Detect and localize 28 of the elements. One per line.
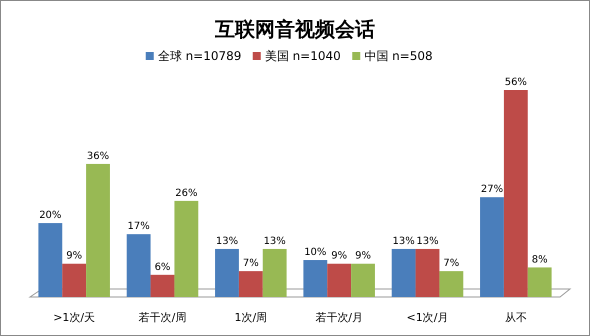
data-label: 10%	[304, 247, 326, 258]
legend-label: 美国 n=1040	[264, 49, 341, 63]
title: 互联网音视频会话	[215, 17, 375, 41]
legend-label: 中国 n=508	[364, 49, 433, 63]
data-label: 27%	[480, 184, 504, 196]
data-label: 7%	[443, 258, 460, 270]
data-label: 13%	[216, 236, 238, 247]
data-label: 20%	[39, 210, 62, 222]
data-label: 9%	[331, 250, 348, 262]
x-tick-label: 若干次/月	[315, 311, 364, 324]
data-label: 26%	[175, 188, 198, 199]
data-label: 13%	[264, 236, 286, 247]
data-label: 13%	[392, 236, 415, 247]
data-label: 56%	[504, 77, 527, 88]
x-tick-label: 若干次/周	[138, 311, 186, 324]
data-label: 17%	[128, 221, 150, 232]
data-label: 36%	[86, 150, 110, 162]
data-label: 6%	[154, 262, 170, 273]
legend-label: 全球 n=10789	[158, 49, 242, 63]
x-tick-label: 1次/周	[234, 311, 268, 324]
x-tick-label: 从不	[504, 311, 527, 324]
x-tick-label: <1次/月	[406, 311, 448, 324]
data-label: 8%	[532, 254, 548, 266]
data-label: 9%	[66, 250, 82, 262]
data-label: 7%	[242, 258, 259, 270]
data-label: 9%	[355, 250, 371, 262]
data-label: 13%	[416, 236, 439, 247]
x-tick-label: >1次/天	[53, 311, 96, 324]
